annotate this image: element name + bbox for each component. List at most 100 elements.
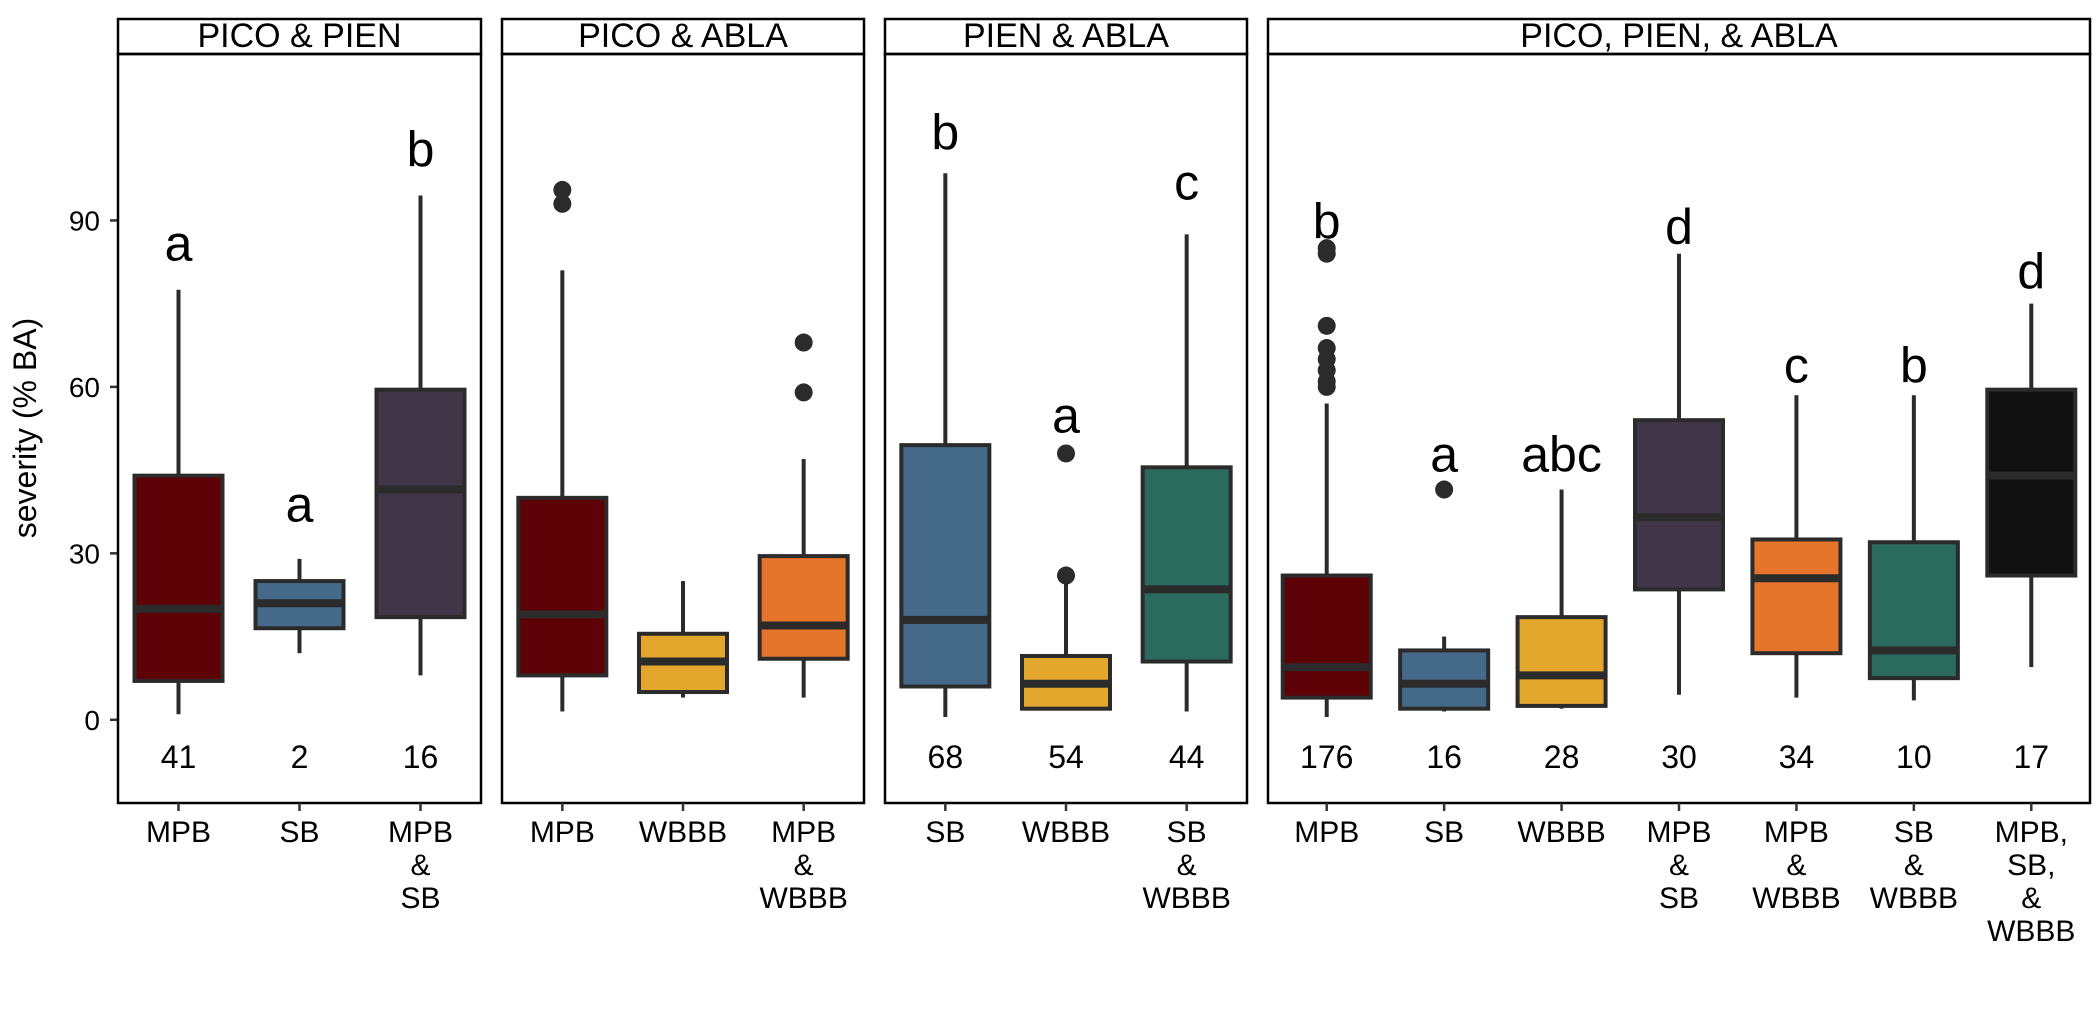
sample-count: 34 <box>1779 739 1815 775</box>
outlier-point <box>1317 239 1336 258</box>
x-tick-label: MPB <box>1764 816 1829 849</box>
box <box>1750 537 1843 656</box>
x-tick-label: SB <box>279 816 319 849</box>
outlier-point <box>1317 316 1336 335</box>
significance-letter: c <box>1174 155 1199 211</box>
box <box>1633 418 1725 592</box>
x-tick-label: WBBB <box>759 882 847 915</box>
outlier-point <box>1057 566 1075 585</box>
x-tick-label: MPB <box>1294 816 1359 849</box>
box <box>1867 540 1960 681</box>
sample-count: 17 <box>2013 739 2049 775</box>
box-group: b 16 MPB&SB <box>374 121 467 915</box>
strip-box <box>116 17 483 56</box>
significance-letter: a <box>1052 388 1080 444</box>
x-tick-label: MPB <box>771 816 836 849</box>
significance-letter: b <box>407 121 435 177</box>
box-group: b 10 SB&WBBB <box>1867 338 1960 915</box>
outlier-point <box>1317 339 1336 358</box>
x-tick-label: SB <box>400 882 440 915</box>
sample-count: 41 <box>161 739 197 775</box>
significance-letter: b <box>1313 193 1341 249</box>
x-tick-label: & <box>410 849 430 882</box>
outlier-point <box>794 383 813 402</box>
box <box>1398 648 1491 711</box>
significance-letter: a <box>286 476 314 532</box>
x-tick-label: SB <box>1659 882 1699 915</box>
box-group: a 2 SB <box>253 476 346 849</box>
significance-letter: d <box>2017 243 2045 299</box>
box <box>374 387 467 620</box>
y-tick-label: 30 <box>69 538 100 569</box>
sample-count: 44 <box>1169 739 1205 775</box>
sample-count: 28 <box>1544 739 1580 775</box>
x-tick-label: MPB <box>1646 816 1711 849</box>
x-tick-label: & <box>1904 849 1924 882</box>
x-tick-label: WBBB <box>1022 816 1110 849</box>
box <box>1985 387 2078 578</box>
box-group: abc 28 WBBB <box>1515 426 1608 849</box>
box-group: c 34 MPB&WBBB <box>1750 338 1843 915</box>
significance-letter: b <box>1900 338 1928 394</box>
box <box>516 495 609 678</box>
x-tick-label: WBBB <box>639 816 727 849</box>
box <box>132 473 225 683</box>
sample-count: 2 <box>291 739 309 775</box>
x-tick-label: MPB <box>388 816 453 849</box>
x-tick-label: WBBB <box>1987 915 2075 948</box>
x-tick-label: WBBB <box>1870 882 1958 915</box>
box-group: b 68 SB <box>899 105 992 849</box>
outlier-point <box>553 194 572 213</box>
significance-letter: abc <box>1521 426 1602 482</box>
box-group: a 16 SB <box>1398 426 1491 849</box>
x-tick-label: MPB, <box>1995 816 2068 849</box>
y-axis: 0 30 60 90 <box>69 205 118 736</box>
x-tick-label: & <box>1177 849 1197 882</box>
box-group: MPB <box>516 180 609 849</box>
outlier-point <box>1057 444 1075 463</box>
x-tick-label: & <box>1669 849 1689 882</box>
significance-letter: d <box>1665 199 1693 255</box>
x-tick-label: WBBB <box>1752 882 1840 915</box>
significance-letter: c <box>1784 338 1809 394</box>
strip-title: PIEN & ABLA <box>963 17 1169 55</box>
box <box>1515 615 1608 708</box>
sample-count: 54 <box>1048 739 1084 775</box>
x-tick-label: SB <box>925 816 965 849</box>
x-tick-label: SB <box>1894 816 1934 849</box>
sample-count: 16 <box>1426 739 1462 775</box>
x-tick-label: WBBB <box>1517 816 1605 849</box>
facet-panel: PICO, PIEN, & ABLAb176MPBa16SBabc28WBBBd… <box>1266 17 2092 948</box>
y-tick-label: 90 <box>69 205 100 236</box>
x-tick-label: MPB <box>146 816 211 849</box>
sample-count: 16 <box>403 739 439 775</box>
box-group: a 54 WBBB <box>1020 388 1112 849</box>
outlier-point <box>553 180 572 199</box>
box-group: MPB&WBBB <box>757 333 850 915</box>
box-group: b 176 MPB <box>1280 193 1373 849</box>
x-tick-label: SB <box>1167 816 1207 849</box>
x-tick-label: MPB <box>530 816 595 849</box>
x-tick-label: & <box>794 849 814 882</box>
strip-box <box>1266 17 2092 56</box>
sample-count: 176 <box>1300 739 1353 775</box>
significance-letter: a <box>165 216 193 272</box>
significance-letter: a <box>1430 426 1458 482</box>
box-group: d 17 MPB,SB,&WBBB <box>1985 243 2078 948</box>
significance-letter: b <box>931 105 959 161</box>
outlier-point <box>794 333 813 352</box>
sample-count: 10 <box>1896 739 1932 775</box>
y-tick-label: 0 <box>84 705 100 736</box>
y-axis-label: severity (% BA) <box>7 318 43 538</box>
box-group: c 44 SB&WBBB <box>1140 155 1233 915</box>
x-tick-label: SB, <box>2007 849 2055 882</box>
x-tick-label: & <box>2021 882 2041 915</box>
box <box>899 443 992 689</box>
x-tick-label: & <box>1786 849 1806 882</box>
box-group: a 41 MPB <box>132 216 225 849</box>
